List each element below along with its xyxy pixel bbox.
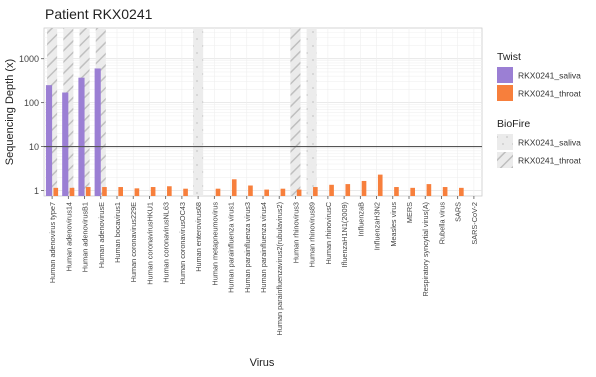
bar-throat bbox=[231, 179, 237, 196]
x-tick-label: Human adenovirus type7 bbox=[48, 202, 57, 283]
biofire-band-throat bbox=[290, 28, 301, 196]
y-tick-label: 10 bbox=[29, 142, 39, 152]
legend: Twist RKX0241_saliva RKX0241_throat BioFire… bbox=[497, 51, 581, 168]
bar-saliva bbox=[94, 68, 101, 196]
x-tick-label: Human enterovirus68 bbox=[194, 202, 203, 272]
bar-throat bbox=[329, 184, 334, 196]
bar-throat bbox=[459, 187, 464, 196]
legend-key bbox=[497, 134, 513, 150]
bar-throat bbox=[134, 188, 140, 196]
bar-throat bbox=[442, 187, 448, 196]
bar-throat bbox=[118, 187, 123, 196]
x-tick-label: Human rhinovirusC bbox=[324, 202, 333, 264]
biofire-band-saliva bbox=[306, 28, 317, 196]
y-axis-label: Sequencing Depth (x) bbox=[4, 59, 16, 165]
x-tick-label: InfluenzaH3N2 bbox=[373, 202, 382, 250]
x-tick-label: Rubella virus bbox=[437, 202, 446, 245]
legend-key bbox=[497, 152, 513, 168]
biofire-band-saliva bbox=[193, 28, 204, 196]
x-tick-label: Human coronavirusHKU1 bbox=[145, 202, 154, 285]
y-tick-label: 1000 bbox=[19, 54, 39, 64]
chart-title: Patient RKX0241 bbox=[45, 6, 153, 22]
bar-throat bbox=[296, 189, 302, 196]
bar-throat bbox=[280, 188, 286, 196]
x-tick-label: IfluenzaH1N1(2009) bbox=[340, 202, 349, 267]
x-tick-label: Measles virus bbox=[389, 202, 398, 247]
x-tick-label: Human adenovirusE bbox=[97, 202, 106, 268]
x-tick-label: Human adenovirusB1 bbox=[81, 202, 90, 272]
x-tick-label: Respiratory syncytial virus(A) bbox=[421, 202, 430, 296]
bar-throat bbox=[394, 187, 399, 196]
x-tick-label: Human coronavirusOC43 bbox=[178, 202, 187, 284]
x-tick-label: InfluenzaB bbox=[356, 202, 365, 237]
bar-throat bbox=[102, 187, 107, 196]
bar-throat bbox=[183, 188, 188, 196]
x-tick-label: Human metapneumovirus bbox=[210, 202, 219, 286]
bar-throat bbox=[69, 187, 75, 196]
legend-label: RKX0241_throat bbox=[518, 156, 581, 166]
bar-saliva bbox=[62, 92, 69, 196]
x-tick-label: Human parainfluenza virus3 bbox=[243, 202, 252, 293]
bar-saliva bbox=[45, 85, 53, 196]
bar-throat bbox=[426, 184, 432, 196]
bar-throat bbox=[345, 184, 351, 196]
bar-throat bbox=[248, 185, 253, 196]
x-tick-label: Human rhinovirus89 bbox=[308, 202, 317, 267]
y-tick-label: 1 bbox=[34, 186, 39, 196]
x-axis-label: Virus bbox=[250, 357, 275, 369]
x-tick-label: Human parainfluenzavirus2(rubulavirus2) bbox=[275, 202, 284, 335]
bar-saliva bbox=[78, 77, 85, 196]
bar-throat bbox=[410, 187, 415, 196]
bar-throat bbox=[313, 187, 318, 196]
bar-throat bbox=[377, 174, 383, 196]
y-tick-label: 100 bbox=[24, 98, 39, 108]
x-tick-label: Human parainfluenza virus4 bbox=[259, 202, 268, 293]
bar-throat bbox=[53, 187, 59, 196]
x-tick-label: Human coronavirusNL63 bbox=[162, 202, 171, 283]
bar-throat bbox=[85, 187, 91, 196]
legend-title: BioFire bbox=[497, 118, 530, 130]
x-tick-label: Human rhinovirus3 bbox=[291, 202, 300, 263]
x-tick-label: SARS bbox=[454, 202, 463, 222]
x-tick-label: Human coronavirus229E bbox=[129, 202, 138, 282]
x-tick-label: Human adenovirus14 bbox=[64, 202, 73, 271]
bar-throat bbox=[264, 189, 269, 196]
x-tick-label: MERS bbox=[405, 202, 414, 223]
x-tick-label: Human bocavirus1 bbox=[113, 202, 122, 263]
bar-throat bbox=[167, 186, 172, 196]
legend-key bbox=[497, 67, 513, 83]
legend-label: RKX0241_saliva bbox=[518, 71, 581, 81]
legend-label: RKX0241_saliva bbox=[518, 138, 581, 148]
bar-throat bbox=[361, 180, 367, 196]
legend-key bbox=[497, 85, 513, 101]
legend-label: RKX0241_throat bbox=[518, 89, 581, 99]
bar-throat bbox=[150, 187, 156, 196]
x-tick-label: SARS-CoV-2 bbox=[470, 202, 479, 245]
bar-throat bbox=[215, 188, 221, 196]
x-tick-label: Human parainfluenza virus1 bbox=[227, 202, 236, 293]
legend-title: Twist bbox=[497, 51, 521, 63]
